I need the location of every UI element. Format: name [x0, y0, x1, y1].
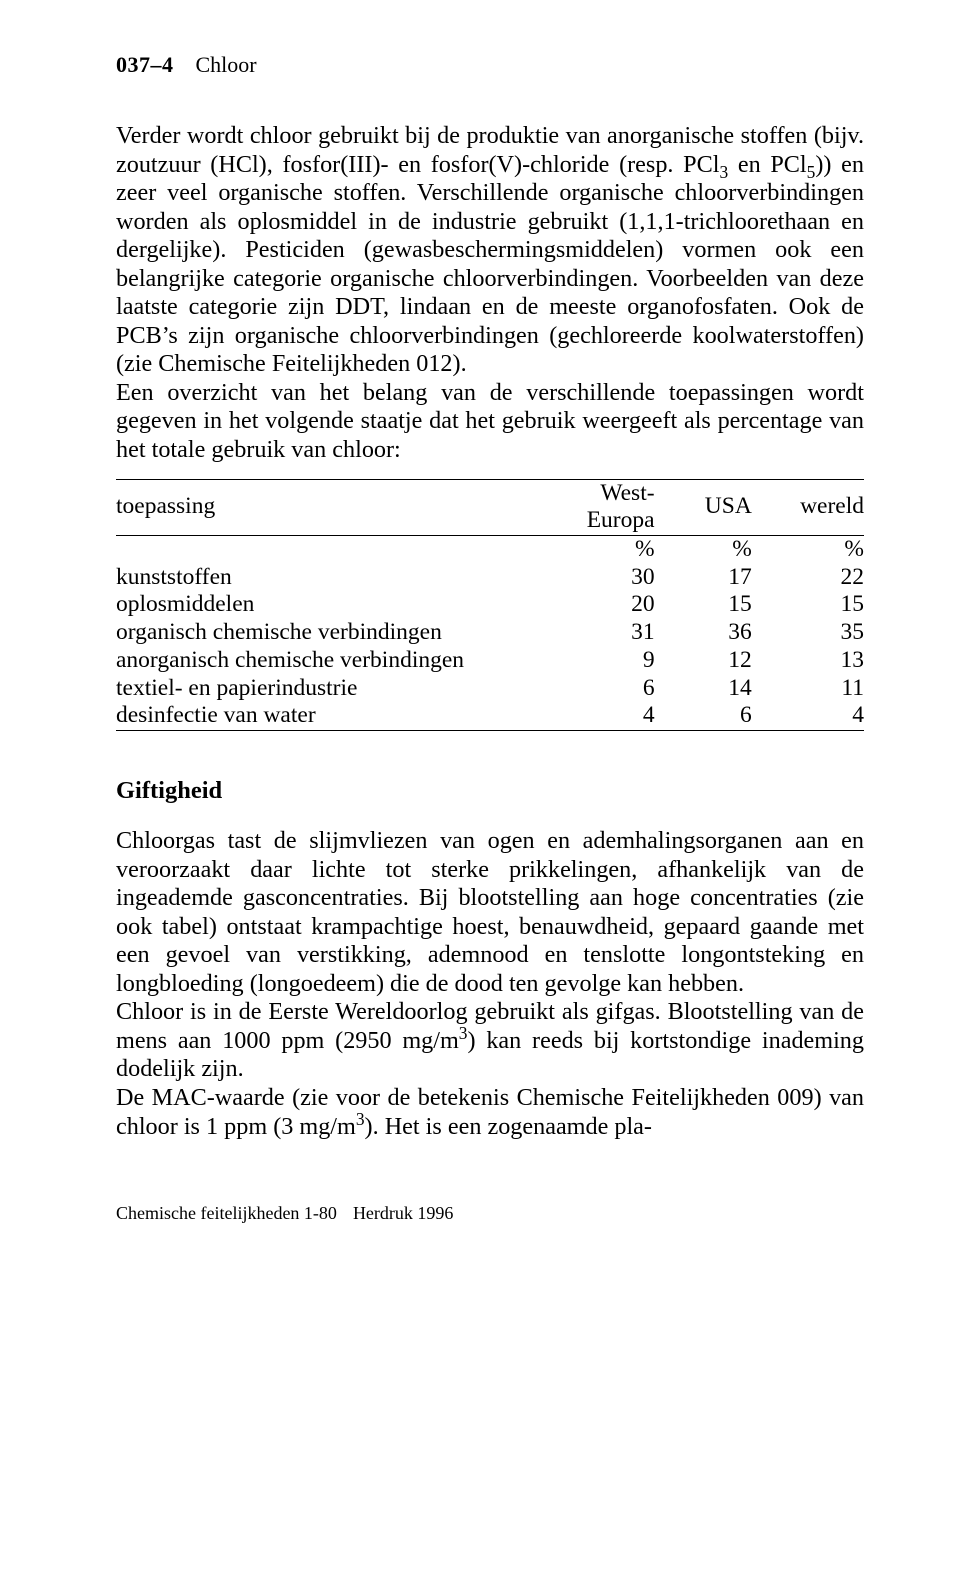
th-toepassing: toepassing	[116, 480, 535, 535]
paragraph-1: Verder wordt chloor gebruikt bij de prod…	[116, 122, 864, 379]
table-row: textiel- en papierindustrie 6 14 11	[116, 675, 864, 703]
usage-table: toepassing West-Europa USA wereld % % % …	[116, 479, 864, 731]
footer-edition: Herdruk 1996	[353, 1203, 453, 1223]
table-row: oplosmiddelen 20 15 15	[116, 591, 864, 619]
th-usa: USA	[655, 480, 752, 535]
table-row: organisch chemische verbindingen 31 36 3…	[116, 619, 864, 647]
section-title-giftigheid: Giftigheid	[116, 777, 864, 805]
table-pct-row: % % %	[116, 536, 864, 564]
header-title: Chloor	[196, 52, 257, 77]
paragraph-3: Chloorgas tast de slijmvliezen van ogen …	[116, 827, 864, 998]
paragraph-5: De MAC-waarde (zie voor de betekenis Che…	[116, 1084, 864, 1141]
table-row: desinfectie van water 4 6 4	[116, 702, 864, 730]
body-2: Chloorgas tast de slijmvliezen van ogen …	[116, 827, 864, 1141]
table-rule-bottom	[116, 730, 864, 731]
table-row: kunststoffen 30 17 22	[116, 564, 864, 592]
th-west-europa: West-Europa	[535, 480, 655, 535]
table-body: % % % kunststoffen 30 17 22 oplosmiddele…	[116, 536, 864, 730]
th-wereld: wereld	[752, 480, 864, 535]
paragraph-2: Een overzicht van het belang van de vers…	[116, 379, 864, 465]
table: toepassing West-Europa USA wereld	[116, 480, 864, 535]
page-footer: Chemische feitelijkheden 1-80 Herdruk 199…	[116, 1203, 864, 1224]
paragraph-4: Chloor is in de Eerste Wereldoorlog gebr…	[116, 998, 864, 1084]
body: Verder wordt chloor gebruikt bij de prod…	[116, 122, 864, 465]
running-header: 037–4 Chloor	[116, 52, 864, 78]
table-row: anorganisch chemische verbindingen 9 12 …	[116, 647, 864, 675]
page: 037–4 Chloor Verder wordt chloor gebruikt…	[0, 0, 960, 1592]
table-header-row: toepassing West-Europa USA wereld	[116, 480, 864, 535]
footer-series: Chemische feitelijkheden 1-80	[116, 1203, 337, 1223]
page-number: 037–4	[116, 52, 174, 77]
